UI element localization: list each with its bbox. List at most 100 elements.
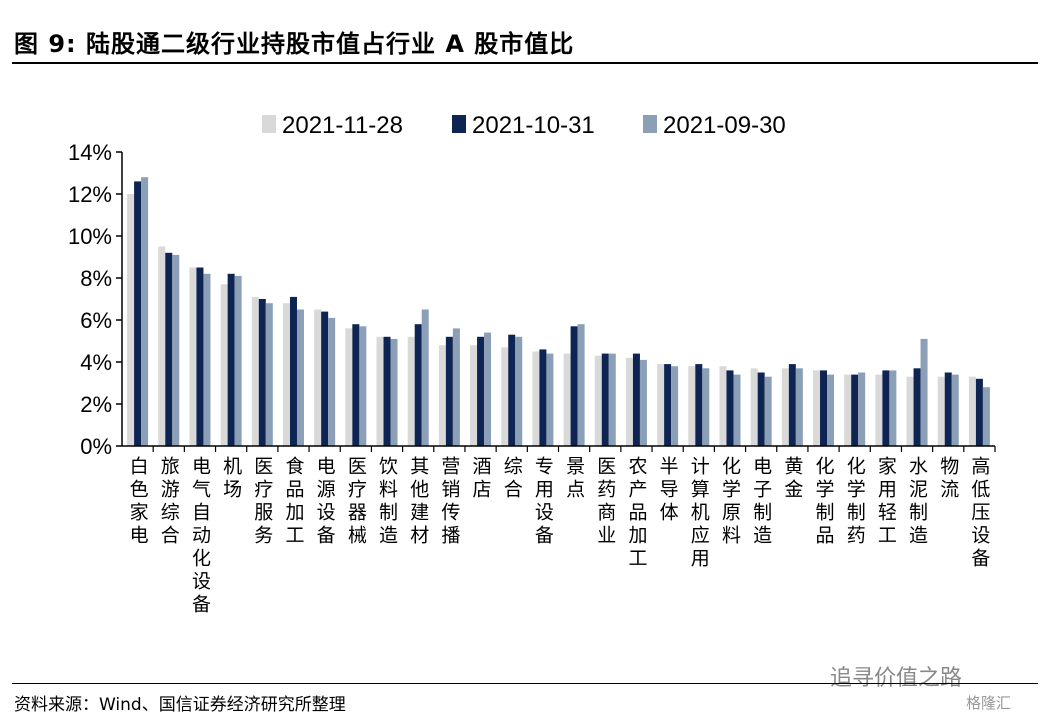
x-tick-label: 农产品加工 [625,456,647,571]
x-tick-label: 黄金 [781,456,803,502]
source-note: 资料来源：Wind、国信证券经济研究所整理 [14,695,346,715]
x-tick-label: 景点 [563,456,585,502]
bar [719,366,727,446]
x-tick-label: 化学制品 [813,456,835,548]
y-tick-label: 10% [68,224,112,249]
bar [733,374,741,446]
bar [251,296,259,446]
bar [882,370,890,446]
bar [539,349,547,446]
bar [127,194,135,446]
bar [968,376,976,446]
bar [937,376,945,446]
x-tick-label: 综合 [501,456,523,502]
bar [501,347,509,446]
bar [688,366,696,446]
bar [757,372,765,446]
bars [127,177,990,446]
y-tick-label: 0% [80,434,112,459]
x-tick-label: 高低压设备 [968,456,990,571]
title-rule [12,62,1038,64]
bar [726,370,734,446]
bar [625,357,633,446]
x-tick-label: 电源设备 [314,456,336,548]
legend-label: 2021-11-28 [282,112,403,139]
bar [321,311,329,446]
bar [477,336,485,446]
bar [889,370,897,446]
y-tick-label: 6% [80,308,112,333]
bar [359,326,367,446]
bar [570,326,578,446]
bar [438,345,446,446]
watermark-text: 追寻价值之路 [830,666,963,691]
x-tick-label: 半导体 [657,456,679,525]
bar [345,328,353,446]
bar [407,336,415,446]
bar [196,267,204,446]
bar [546,353,554,446]
y-tick-label: 14% [68,140,112,165]
bar [165,252,173,446]
bar [906,376,914,446]
x-tick-label: 医药商业 [594,456,616,548]
bar [820,370,828,446]
y-tick-label: 2% [80,392,112,417]
x-tick-label: 饮料制造 [376,456,398,548]
bar [913,368,921,446]
bar [608,353,616,446]
source-rule [12,683,1038,684]
bar [639,359,647,446]
x-tick-label: 电子制造 [750,456,772,548]
bar [858,372,866,446]
y-tick-label: 12% [68,182,112,207]
bar [508,334,516,446]
bar [390,338,398,446]
bar [414,324,422,446]
bar [851,374,859,446]
bar [484,332,492,446]
bar [563,353,571,446]
bar [601,353,609,446]
bar [781,368,789,446]
bar [258,299,266,446]
x-tick-label: 酒店 [470,456,492,502]
x-axis: 白色家电 旅游综合 电气自动化设备 机场 医疗服务 食品加工 电源设备 医疗器械 饮料制造 其他建… [122,445,996,617]
bar [515,336,523,446]
bar [657,364,665,446]
bar [328,317,336,446]
x-tick-label: 电气自动化设备 [189,456,211,617]
bar [314,309,322,446]
bar [289,296,297,446]
bar [452,328,460,446]
y-tick-label: 4% [80,350,112,375]
legend-swatch [643,115,657,133]
x-tick-label: 白色家电 [127,456,149,548]
bar [875,374,883,446]
x-tick-label: 其他建材 [407,456,429,548]
x-tick-label: 计算机应用 [688,456,710,571]
bar [158,246,166,446]
bar [532,351,540,446]
bar [944,372,952,446]
bar [795,368,803,446]
x-tick-label: 旅游综合 [158,456,180,548]
x-tick-label: 专用设备 [532,456,554,548]
x-tick-label: 医疗器械 [345,456,367,548]
bar [265,303,273,446]
bar [702,368,710,446]
bar [844,374,852,446]
bar [172,254,180,446]
bar [189,267,197,446]
watermark-badge: 格隆汇 [966,694,1012,712]
bar [671,366,679,446]
x-tick-label: 化学制药 [844,456,866,548]
figure-title: 图 9: 陆股通二级行业持股市值占行业 A 股市值比 [14,30,575,58]
bar [632,353,640,446]
x-tick-label: 食品加工 [282,456,304,548]
bar [788,364,796,446]
bar [594,355,602,446]
bar [383,336,391,446]
bar [141,177,149,446]
